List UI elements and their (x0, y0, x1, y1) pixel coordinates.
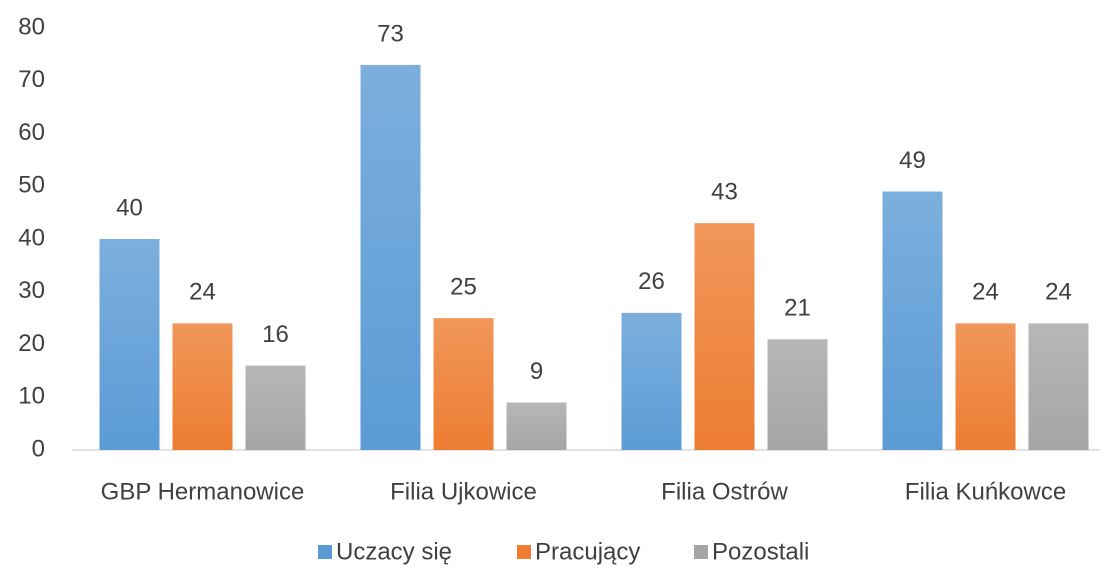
data-label: 26 (638, 268, 665, 295)
bar (621, 312, 682, 450)
bar (172, 323, 233, 450)
bar (433, 318, 494, 450)
x-tick-label: Filia Kuńkowce (905, 478, 1066, 505)
legend-swatch (517, 545, 531, 559)
data-label: 16 (262, 321, 289, 348)
data-label: 49 (899, 147, 926, 174)
y-tick-label: 70 (18, 66, 45, 93)
data-label: 40 (116, 194, 143, 221)
bar (1028, 323, 1089, 450)
bar (767, 339, 828, 450)
data-label: 21 (784, 295, 811, 322)
y-tick-label: 10 (18, 383, 45, 410)
y-tick-label: 30 (18, 277, 45, 304)
bar (882, 191, 943, 450)
legend-swatch (694, 545, 708, 559)
bar (360, 64, 421, 451)
y-tick-label: 0 (32, 435, 45, 462)
y-tick-label: 20 (18, 330, 45, 357)
legend-label: Uczacy się (336, 538, 452, 565)
bar (99, 239, 160, 450)
legend-swatch (318, 545, 332, 559)
x-tick-label: Filia Ostrów (661, 478, 788, 505)
y-tick-label: 50 (18, 172, 45, 199)
x-tick-label: GBP Hermanowice (101, 478, 305, 505)
legend-label: Pozostali (712, 538, 809, 565)
bar (694, 223, 755, 450)
data-label: 24 (189, 279, 216, 306)
y-tick-label: 60 (18, 119, 45, 146)
data-label: 73 (377, 20, 404, 47)
y-tick-label: 80 (18, 13, 45, 40)
data-label: 43 (711, 179, 738, 206)
data-label: 24 (1045, 279, 1072, 306)
data-label: 25 (450, 273, 477, 300)
bar (245, 365, 306, 450)
data-label: 9 (530, 358, 543, 385)
data-label: 24 (972, 279, 999, 306)
bar (955, 323, 1016, 450)
x-tick-label: Filia Ujkowice (390, 478, 537, 505)
bar (506, 402, 567, 450)
y-tick-label: 40 (18, 224, 45, 251)
legend-label: Pracujący (535, 538, 640, 565)
